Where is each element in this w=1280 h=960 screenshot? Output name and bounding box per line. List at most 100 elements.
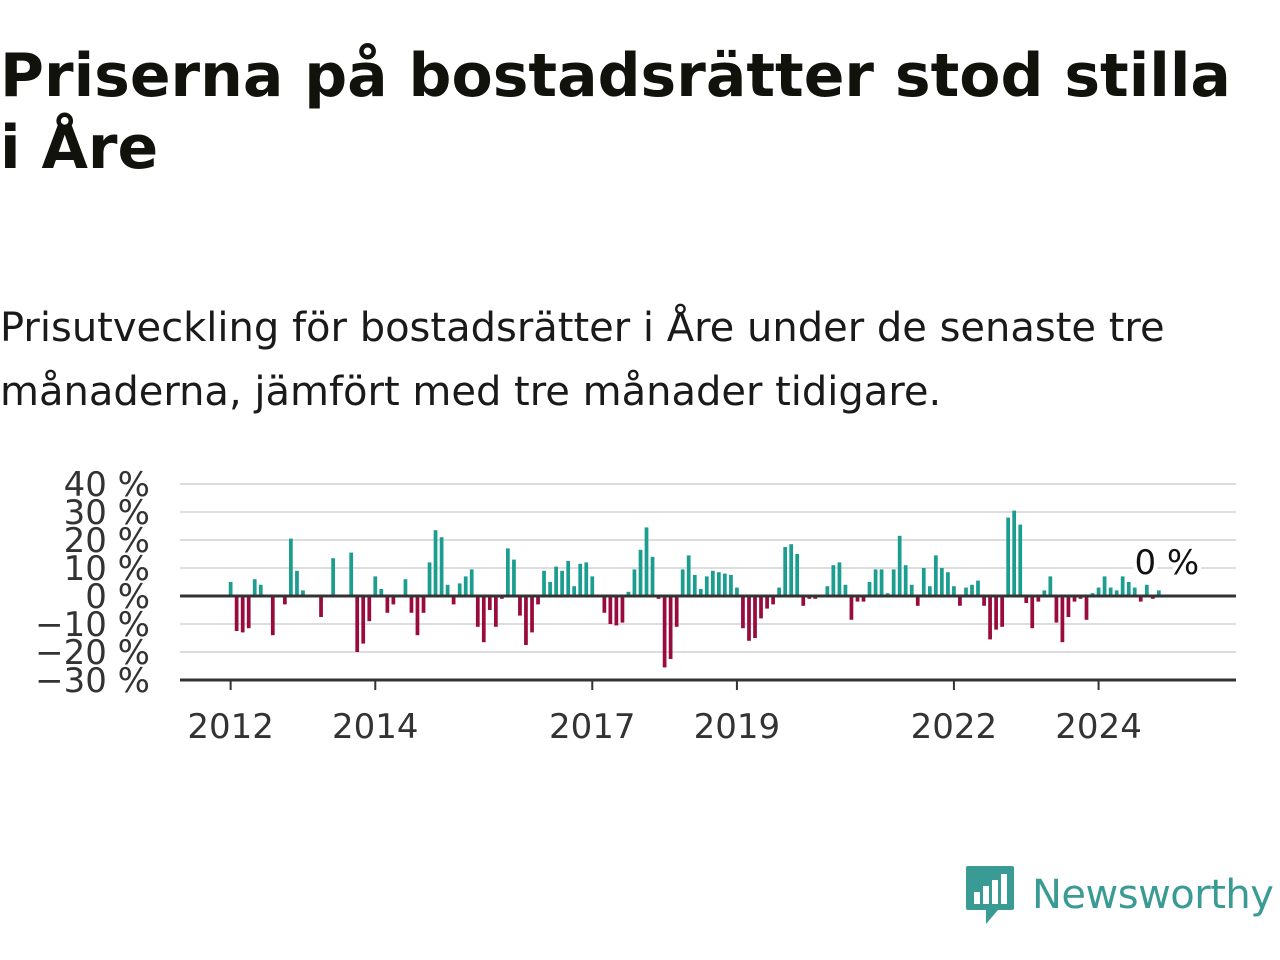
bar: [668, 596, 673, 659]
bar-series: [228, 510, 1161, 668]
bar: [704, 576, 709, 596]
bar: [1096, 587, 1101, 596]
bar: [891, 569, 896, 596]
bar: [524, 596, 528, 645]
bar: [1060, 596, 1065, 643]
bar: [240, 596, 245, 633]
bar: [897, 535, 902, 596]
bar: [560, 570, 564, 596]
bar: [270, 596, 275, 636]
bar: [1108, 587, 1113, 596]
bar: [578, 563, 583, 596]
bar: [283, 596, 287, 605]
bar: [789, 544, 794, 596]
y-tick-label: 0 %: [85, 577, 150, 617]
bar: [680, 569, 685, 596]
bar: [1012, 510, 1017, 596]
bar: [729, 575, 733, 596]
bar: [1132, 587, 1137, 596]
x-tick-label: 2014: [332, 707, 419, 747]
bar: [602, 596, 607, 613]
bar: [801, 596, 806, 606]
bar: [903, 565, 908, 596]
bar: [1024, 596, 1029, 603]
bar: [861, 596, 866, 602]
bar: [415, 596, 420, 636]
bar: [1042, 590, 1047, 596]
last-value-label-halo: 0 %: [1134, 543, 1199, 583]
bar: [722, 573, 727, 596]
bar: [590, 576, 595, 596]
y-tick-label: 30 %: [64, 493, 150, 533]
bar: [385, 596, 390, 613]
bar: [566, 561, 571, 596]
bar: [289, 538, 293, 596]
bar: [626, 591, 631, 596]
bar: [994, 596, 998, 630]
bar: [614, 596, 619, 626]
bar: [753, 596, 757, 638]
bar: [988, 596, 992, 640]
bar: [710, 570, 715, 596]
y-tick-label: 40 %: [64, 465, 150, 505]
bar: [584, 562, 589, 596]
bar: [367, 596, 372, 622]
bar: [909, 584, 914, 596]
bar: [433, 530, 438, 596]
bar: [638, 549, 643, 596]
bar: [1036, 596, 1041, 602]
bar: [481, 596, 486, 643]
bar: [976, 580, 980, 596]
bar: [1102, 576, 1107, 596]
grid-lines: [180, 483, 1236, 653]
bar: [451, 596, 456, 605]
bar: [620, 596, 625, 623]
page-title: Priserna på bostadsrätter stod stilla i …: [0, 41, 1231, 183]
y-tick-label: −20 %: [35, 633, 150, 673]
bar: [493, 596, 498, 627]
bar: [849, 596, 854, 620]
bar: [1048, 576, 1053, 596]
bar: [572, 586, 577, 596]
bar: [463, 576, 468, 596]
bar: [716, 572, 721, 596]
bar: [506, 548, 510, 596]
bar: [1066, 596, 1071, 617]
x-tick-label: 2019: [694, 707, 781, 747]
bar: [228, 582, 233, 596]
bar: [1114, 590, 1119, 596]
bar: [939, 568, 944, 596]
last-value-label: 0 %: [1134, 543, 1199, 583]
bar: [1126, 582, 1131, 596]
bar: [1072, 596, 1077, 602]
axes: [180, 594, 1236, 690]
bar: [927, 586, 932, 596]
bar: [879, 569, 884, 596]
bar-chart-speech-bubble-icon: [966, 866, 1014, 924]
bar: [1054, 596, 1059, 623]
bar: [457, 583, 462, 596]
bar: [964, 587, 968, 596]
bar: [331, 558, 335, 596]
bar: [1144, 584, 1149, 596]
newsworthy-logo: Newsworthy: [964, 862, 1274, 928]
bar: [831, 565, 836, 596]
bar: [946, 572, 950, 596]
price-change-chart: 40 % 30 % 20 % 10 % 0 % −10 % −20 % −30 % 2012 20…: [0, 460, 1280, 760]
tick-labels: 40 %30 %20 %10 %0 %−10 %−20 %−30 %2012 20…: [35, 465, 1203, 747]
x-tick-label: 2012: [187, 707, 274, 747]
bar: [487, 596, 492, 610]
bar: [873, 569, 878, 596]
bar: [252, 579, 257, 596]
bar: [548, 582, 552, 596]
bar: [301, 590, 305, 596]
bar: [970, 584, 974, 596]
bar: [445, 584, 450, 596]
bar: [475, 596, 480, 627]
bar: [783, 547, 788, 596]
y-tick-label: 10 %: [64, 549, 150, 589]
bar: [958, 596, 962, 606]
bar: [530, 596, 534, 633]
bar: [933, 555, 938, 596]
bar: [759, 596, 763, 619]
